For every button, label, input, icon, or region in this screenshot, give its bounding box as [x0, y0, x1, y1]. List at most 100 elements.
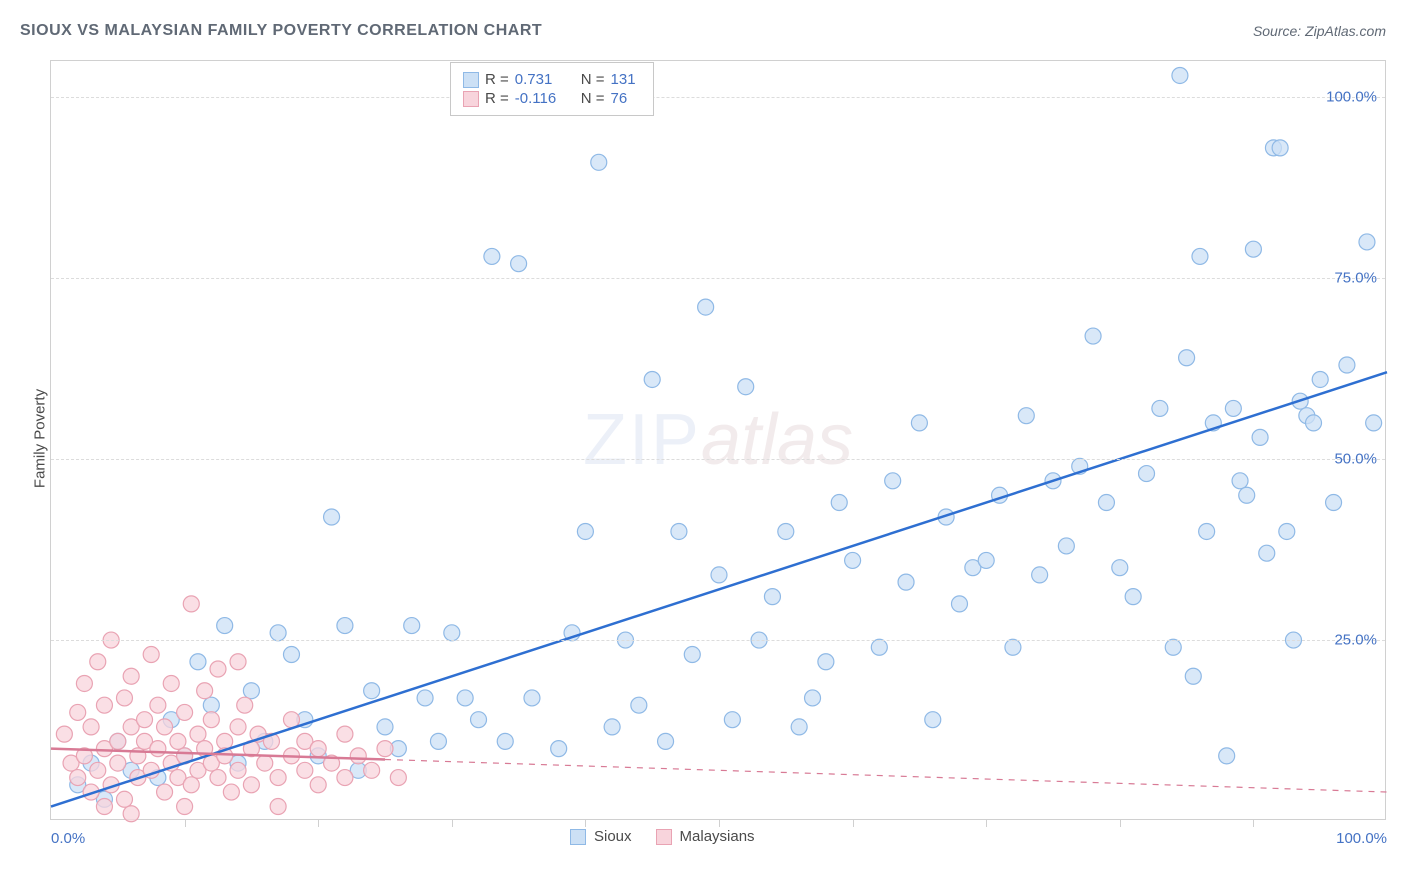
- scatter-point: [1172, 67, 1188, 83]
- scatter-point: [417, 690, 433, 706]
- scatter-point: [1245, 241, 1261, 257]
- scatter-point: [1179, 350, 1195, 366]
- scatter-point: [1312, 371, 1328, 387]
- scatter-point: [1239, 487, 1255, 503]
- scatter-point: [805, 690, 821, 706]
- grid-line: [51, 278, 1385, 279]
- legend-n-value: 131: [611, 71, 641, 88]
- y-tick-label: 75.0%: [1334, 270, 1377, 287]
- x-tick-mark: [853, 819, 854, 827]
- scatter-point: [150, 697, 166, 713]
- scatter-point: [604, 719, 620, 735]
- scatter-point: [778, 523, 794, 539]
- scatter-point: [1232, 473, 1248, 489]
- scatter-point: [978, 552, 994, 568]
- scatter-point: [170, 733, 186, 749]
- scatter-point: [210, 661, 226, 677]
- scatter-point: [143, 647, 159, 663]
- scatter-point: [70, 770, 86, 786]
- scatter-point: [644, 371, 660, 387]
- scatter-point: [631, 697, 647, 713]
- scatter-point: [90, 762, 106, 778]
- scatter-point: [96, 697, 112, 713]
- scatter-point: [230, 654, 246, 670]
- scatter-point: [76, 675, 92, 691]
- x-tick-mark: [719, 819, 720, 827]
- scatter-point: [457, 690, 473, 706]
- scatter-point: [183, 777, 199, 793]
- scatter-point: [297, 762, 313, 778]
- scatter-point: [257, 755, 273, 771]
- scatter-point: [497, 733, 513, 749]
- scatter-point: [885, 473, 901, 489]
- scatter-point: [831, 495, 847, 511]
- scatter-point: [377, 719, 393, 735]
- scatter-point: [524, 690, 540, 706]
- scatter-point: [150, 741, 166, 757]
- scatter-point: [210, 770, 226, 786]
- x-tick-label: 100.0%: [1336, 830, 1387, 847]
- scatter-point: [237, 697, 253, 713]
- scatter-point: [350, 748, 366, 764]
- scatter-point: [116, 791, 132, 807]
- scatter-point: [137, 712, 153, 728]
- scatter-point: [310, 741, 326, 757]
- chart-header: SIOUX VS MALAYSIAN FAMILY POVERTY CORREL…: [20, 22, 1386, 40]
- legend-swatch: [463, 91, 479, 107]
- scatter-point: [243, 683, 259, 699]
- scatter-point: [364, 762, 380, 778]
- x-tick-mark: [185, 819, 186, 827]
- y-tick-label: 100.0%: [1326, 89, 1377, 106]
- scatter-point: [203, 712, 219, 728]
- scatter-point: [110, 733, 126, 749]
- x-tick-label: 0.0%: [51, 830, 85, 847]
- scatter-point: [1125, 589, 1141, 605]
- scatter-point: [310, 777, 326, 793]
- scatter-point: [1306, 415, 1322, 431]
- scatter-point: [738, 379, 754, 395]
- legend-item-label: Malaysians: [680, 828, 755, 845]
- scatter-point: [1139, 466, 1155, 482]
- legend-swatch: [656, 829, 672, 845]
- scatter-point: [1366, 415, 1382, 431]
- scatter-point: [911, 415, 927, 431]
- legend-item: Sioux: [570, 828, 632, 845]
- scatter-point: [243, 777, 259, 793]
- scatter-point: [1005, 639, 1021, 655]
- scatter-point: [197, 683, 213, 699]
- legend-r-value: 0.731: [515, 71, 567, 88]
- scatter-point: [1259, 545, 1275, 561]
- scatter-point: [270, 799, 286, 815]
- scatter-point: [217, 618, 233, 634]
- scatter-point: [390, 770, 406, 786]
- scatter-point: [1192, 248, 1208, 264]
- scatter-point: [724, 712, 740, 728]
- scatter-point: [484, 248, 500, 264]
- scatter-point: [270, 625, 286, 641]
- scatter-point: [1272, 140, 1288, 156]
- scatter-point: [1199, 523, 1215, 539]
- legend-row: R =-0.116N =76: [463, 90, 641, 107]
- legend-swatch: [570, 829, 586, 845]
- correlation-legend: R =0.731N =131R =-0.116N =76: [450, 62, 654, 116]
- scatter-point: [123, 668, 139, 684]
- scatter-point: [116, 690, 132, 706]
- scatter-point: [1359, 234, 1375, 250]
- scatter-point: [1058, 538, 1074, 554]
- trend-line-extrapolated: [385, 759, 1387, 792]
- scatter-point: [698, 299, 714, 315]
- scatter-point: [183, 596, 199, 612]
- scatter-point: [430, 733, 446, 749]
- scatter-point: [577, 523, 593, 539]
- scatter-point: [1339, 357, 1355, 373]
- scatter-point: [551, 741, 567, 757]
- scatter-point: [871, 639, 887, 655]
- grid-line: [51, 97, 1385, 98]
- x-tick-mark: [1120, 819, 1121, 827]
- scatter-point: [1219, 748, 1235, 764]
- legend-item-label: Sioux: [594, 828, 632, 845]
- y-tick-label: 50.0%: [1334, 451, 1377, 468]
- scatter-point: [1032, 567, 1048, 583]
- scatter-point: [223, 784, 239, 800]
- x-tick-mark: [986, 819, 987, 827]
